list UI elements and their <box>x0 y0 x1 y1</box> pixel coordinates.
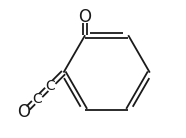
Text: C: C <box>32 92 42 106</box>
Text: O: O <box>17 103 30 121</box>
Text: O: O <box>79 8 92 26</box>
Text: C: C <box>45 79 55 93</box>
